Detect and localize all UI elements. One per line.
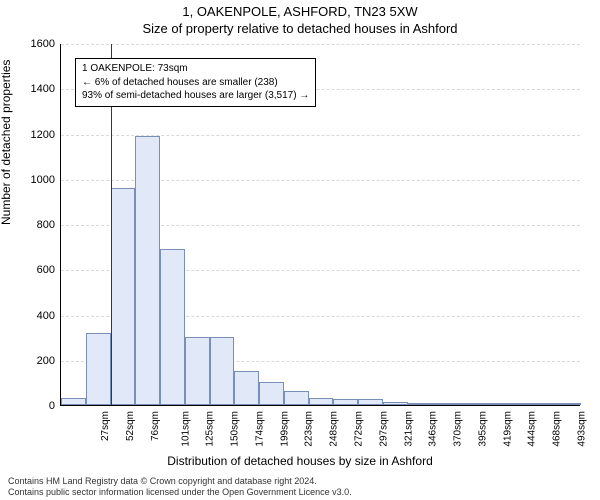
- histogram-bar: [383, 402, 408, 405]
- x-tick-label: 297sqm: [378, 411, 389, 447]
- y-tick-label: 1000: [5, 174, 55, 186]
- x-tick-label: 76sqm: [150, 411, 161, 441]
- annotation-box: 1 OAKENPOLE: 73sqm ← 6% of detached hous…: [75, 58, 316, 107]
- histogram-bar: [284, 391, 309, 405]
- y-tick-label: 1200: [5, 129, 55, 141]
- chart-supertitle: 1, OAKENPOLE, ASHFORD, TN23 5XW: [0, 4, 600, 19]
- y-tick-label: 0: [5, 400, 55, 412]
- x-tick-label: 321sqm: [403, 411, 414, 447]
- histogram-bar: [86, 333, 111, 405]
- annotation-line1: 1 OAKENPOLE: 73sqm: [82, 62, 309, 76]
- y-tick-label: 800: [5, 219, 55, 231]
- attribution-line2: Contains public sector information licen…: [8, 487, 592, 498]
- x-axis-label: Distribution of detached houses by size …: [0, 454, 600, 468]
- histogram-bar: [432, 403, 457, 405]
- histogram-bar: [333, 399, 358, 405]
- x-tick-label: 174sqm: [255, 411, 266, 447]
- x-tick-label: 493sqm: [576, 411, 587, 447]
- x-tick-label: 370sqm: [453, 411, 464, 447]
- histogram-bar: [408, 403, 433, 405]
- annotation-line3: 93% of semi-detached houses are larger (…: [82, 89, 309, 103]
- histogram-bar: [358, 399, 383, 405]
- histogram-bar: [556, 403, 581, 405]
- x-tick-label: 125sqm: [205, 411, 216, 447]
- y-tick-label: 1400: [5, 83, 55, 95]
- x-tick-label: 199sqm: [279, 411, 290, 447]
- histogram-bar: [210, 337, 235, 405]
- attribution-text: Contains HM Land Registry data © Crown c…: [8, 476, 592, 499]
- histogram-bar: [135, 136, 160, 405]
- x-tick-label: 419sqm: [502, 411, 513, 447]
- histogram-bar: [309, 398, 334, 405]
- attribution-line1: Contains HM Land Registry data © Crown c…: [8, 476, 592, 487]
- x-tick-label: 444sqm: [527, 411, 538, 447]
- x-tick-label: 248sqm: [329, 411, 340, 447]
- y-tick-label: 200: [5, 355, 55, 367]
- histogram-bar: [507, 403, 532, 405]
- x-tick-label: 272sqm: [354, 411, 365, 447]
- x-tick-label: 52sqm: [125, 411, 136, 441]
- histogram-bar: [259, 382, 284, 405]
- histogram-bar: [185, 337, 210, 405]
- histogram-bar: [234, 371, 259, 405]
- x-tick-label: 468sqm: [552, 411, 563, 447]
- gridline: [61, 44, 580, 45]
- x-tick-label: 150sqm: [230, 411, 241, 447]
- histogram-bar: [482, 403, 507, 405]
- histogram-bar: [111, 188, 136, 405]
- histogram-bar: [160, 249, 185, 405]
- x-tick-label: 27sqm: [100, 411, 111, 441]
- annotation-line2: ← 6% of detached houses are smaller (238…: [82, 76, 309, 90]
- x-tick-label: 395sqm: [477, 411, 488, 447]
- x-tick-label: 101sqm: [180, 411, 191, 447]
- histogram-bar: [61, 398, 86, 405]
- y-tick-label: 1600: [5, 38, 55, 50]
- y-tick-label: 400: [5, 310, 55, 322]
- plot-area: 1 OAKENPOLE: 73sqm ← 6% of detached hous…: [60, 44, 580, 406]
- y-tick-label: 600: [5, 264, 55, 276]
- chart-title: Size of property relative to detached ho…: [0, 21, 600, 36]
- histogram-bar: [531, 403, 556, 405]
- x-tick-label: 223sqm: [304, 411, 315, 447]
- x-tick-label: 346sqm: [428, 411, 439, 447]
- histogram-bar: [457, 403, 482, 405]
